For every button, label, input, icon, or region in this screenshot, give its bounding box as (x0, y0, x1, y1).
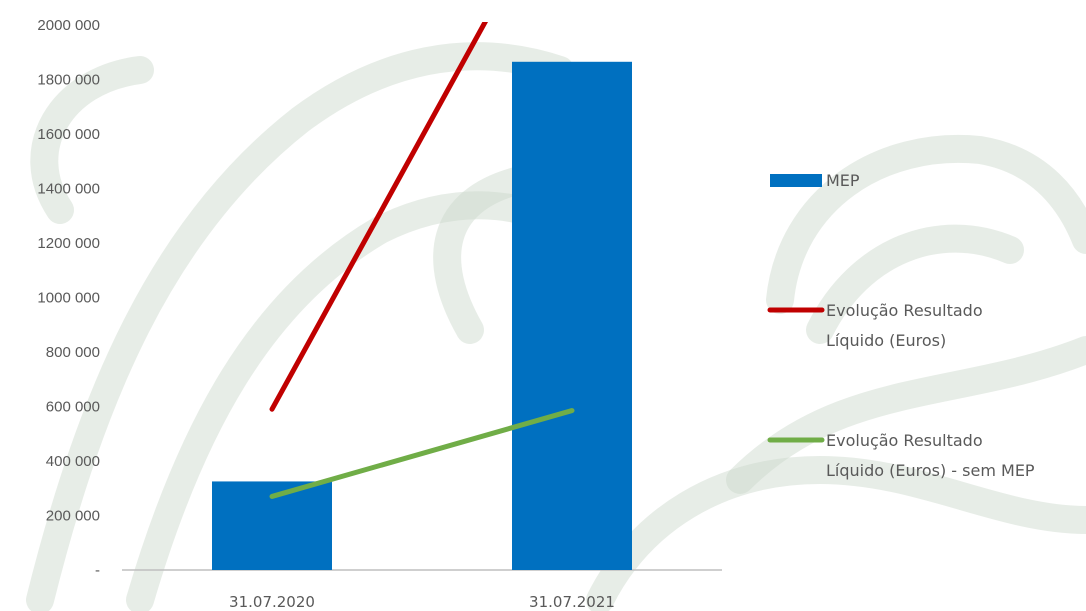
y-tick-label: 1000 000 (37, 290, 100, 307)
y-tick-label: 200 000 (46, 508, 100, 525)
legend-swatch-bar (770, 174, 822, 187)
watermark-stroke (30, 56, 154, 224)
y-tick-label: 2000 000 (37, 17, 100, 34)
legend-label: Evolução Resultado (826, 301, 983, 320)
series-line-2 (269, 408, 575, 499)
watermark-stroke (806, 224, 1024, 344)
x-tick-label: 31.07.2021 (529, 593, 615, 611)
y-tick-label: 400 000 (46, 453, 100, 470)
legend-label: Evolução Resultado (826, 431, 983, 450)
legend-label: Líquido (Euros) - sem MEP (826, 461, 1035, 480)
y-tick-label: 1200 000 (37, 235, 100, 252)
watermark-stroke (26, 42, 574, 611)
legend-label: Líquido (Euros) (826, 331, 946, 350)
y-tick-label: 1400 000 (37, 181, 100, 198)
y-tick-label: 800 000 (46, 344, 100, 361)
x-tick-label: 31.07.2020 (229, 593, 315, 611)
y-tick-label: 600 000 (46, 399, 100, 416)
legend-label: MEP (826, 171, 860, 190)
watermark-stroke (766, 134, 1086, 314)
watermark-stroke (726, 336, 1086, 494)
series-line-1 (269, 22, 489, 412)
axes: - 200 000 400 000 600 000 800 000 1000 000 120… (37, 17, 722, 611)
y-tick-label: 1600 000 (37, 126, 100, 143)
legend: MEP Evolução Resultado Líquido (Euros) Evol… (767, 171, 1035, 480)
lines (269, 22, 575, 499)
bar-2 (512, 61, 632, 570)
watermark-stroke (586, 455, 1086, 611)
y-tick-label: 1800 000 (37, 72, 100, 89)
y-tick-label: - (95, 562, 100, 579)
